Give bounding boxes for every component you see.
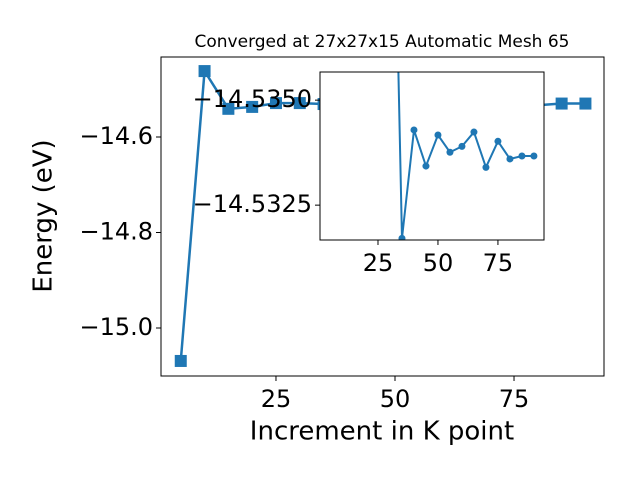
chart-title: Converged at 27x27x15 Automatic Mesh 65	[195, 32, 570, 52]
marker	[293, 97, 306, 110]
x-axis-label: Increment in K point	[250, 417, 514, 447]
marker	[398, 234, 406, 240]
marker	[506, 155, 514, 163]
plot-content	[397, 72, 538, 240]
y-tick-label: −14.5350	[193, 85, 312, 113]
x-tick-label: 75	[483, 249, 514, 277]
marker	[446, 148, 454, 156]
y-tick-label: −14.6	[79, 122, 153, 150]
y-axis-label: Energy (eV)	[29, 139, 59, 292]
marker	[422, 162, 430, 170]
marker	[458, 142, 466, 150]
marker	[410, 126, 418, 134]
marker	[482, 163, 490, 171]
x-tick-label: 75	[499, 385, 530, 413]
plot-area	[320, 72, 544, 240]
marker	[174, 354, 187, 367]
x-tick-label: 25	[261, 385, 292, 413]
x-tick-label: 50	[380, 385, 411, 413]
marker	[494, 137, 502, 145]
marker	[530, 152, 538, 160]
marker	[198, 65, 211, 78]
marker	[579, 97, 592, 110]
axes-frame	[319, 71, 545, 241]
y-tick-label: −14.8	[79, 217, 153, 245]
y-tick-label: −14.5325	[193, 190, 312, 218]
marker	[222, 102, 235, 115]
marker	[269, 97, 282, 110]
y-tick-label: −15.0	[79, 313, 153, 341]
marker	[518, 152, 526, 160]
marker	[434, 131, 442, 139]
axes-frame	[160, 56, 605, 377]
x-tick-label: 50	[423, 249, 454, 277]
marker	[246, 100, 259, 113]
x-tick-label: 25	[363, 249, 394, 277]
marker	[470, 128, 478, 136]
marker	[555, 97, 568, 110]
